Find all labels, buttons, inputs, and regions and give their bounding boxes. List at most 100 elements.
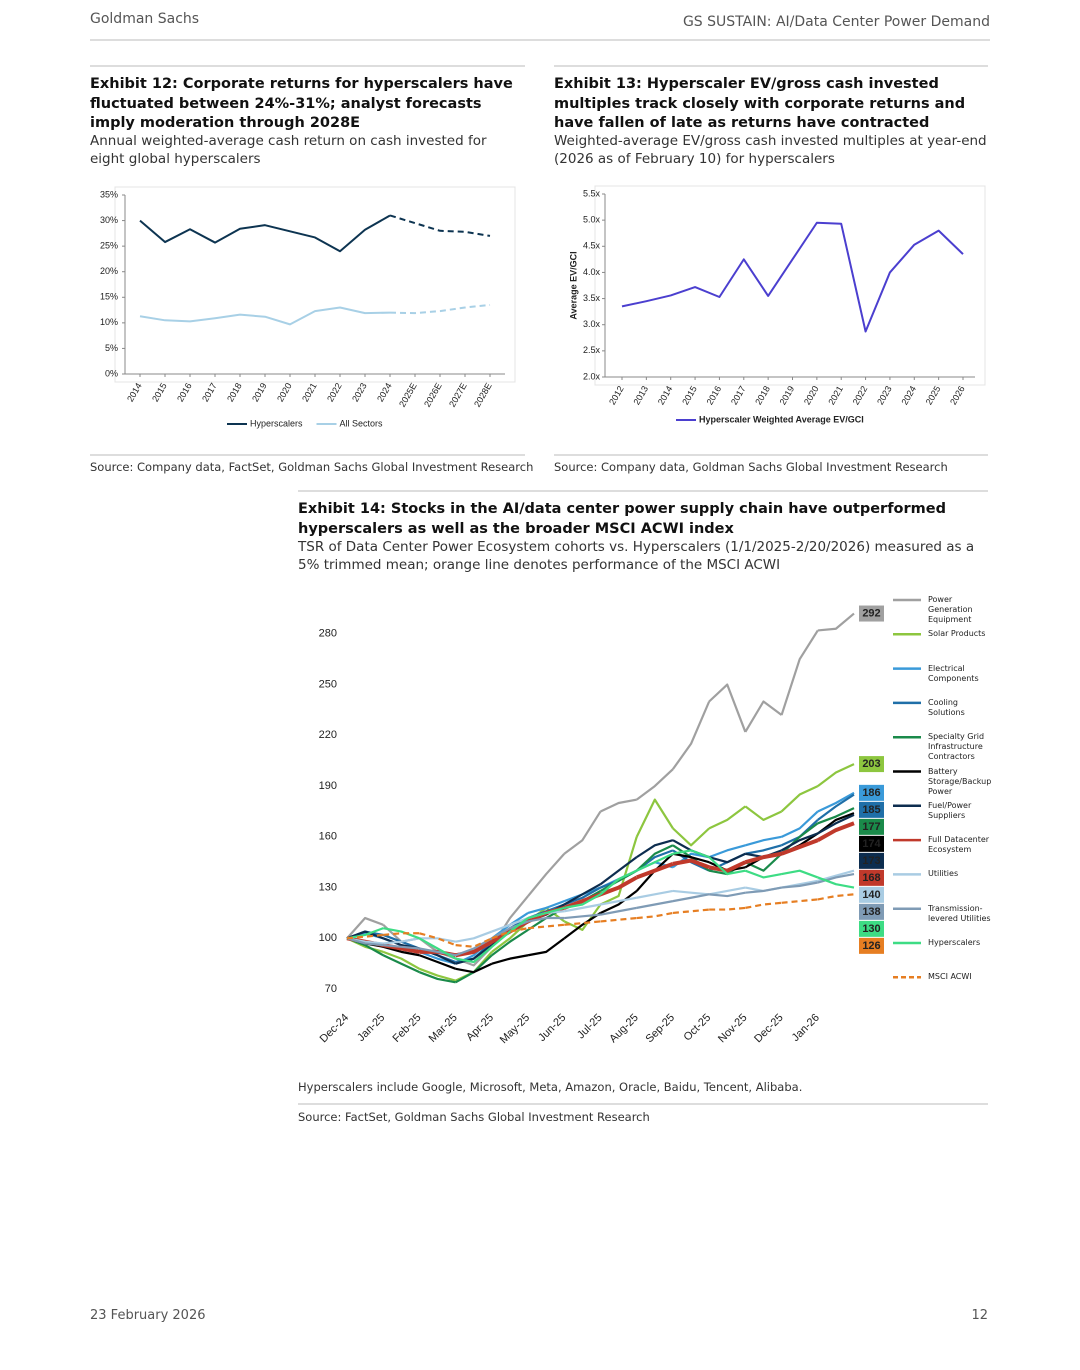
series-line <box>817 813 855 835</box>
y-tick-label: 20% <box>100 266 118 276</box>
series-line <box>708 844 746 859</box>
end-label: 203 <box>862 758 880 770</box>
series-line <box>455 937 493 948</box>
x-tick-label: Oct-25 <box>681 1012 713 1044</box>
x-tick-label: 2020 <box>275 381 294 403</box>
y-tick-label: 4.0x <box>583 267 601 277</box>
x-tick-label: Feb-25 <box>390 1012 423 1045</box>
series-line <box>744 851 782 865</box>
series-line <box>455 945 493 964</box>
series-line <box>709 891 746 898</box>
legend-label: Full Datacenter Ecosystem <box>928 835 990 855</box>
series-line <box>672 852 710 864</box>
y-tick-label: 190 <box>319 780 337 792</box>
plot-frame <box>594 185 986 386</box>
series-line <box>817 612 855 632</box>
x-tick-label: 2021 <box>826 384 845 406</box>
series-line <box>527 900 565 915</box>
x-tick-label: Nov-25 <box>716 1012 750 1046</box>
end-label: 173 <box>862 855 880 867</box>
end-label-box <box>859 801 884 818</box>
series-line <box>621 221 964 333</box>
end-label-box <box>859 818 884 835</box>
subtitle: TSR of Data Center Power Ecosystem cohor… <box>298 539 975 573</box>
y-tick-label: 30% <box>100 215 118 225</box>
end-label: 185 <box>862 804 880 816</box>
x-tick-label: 2017 <box>200 381 219 403</box>
x-tick-label: Jun-25 <box>536 1012 568 1044</box>
series-line <box>600 906 637 916</box>
y-tick-label: 10% <box>100 317 118 327</box>
series-line <box>817 807 855 825</box>
series-line <box>455 930 493 943</box>
series-line <box>383 932 420 937</box>
x-tick-label: 2022 <box>325 381 344 403</box>
series-line <box>563 810 602 855</box>
legend-label: Power Generation Equipment <box>928 595 973 624</box>
series-line <box>708 805 747 830</box>
end-label-box <box>859 937 884 954</box>
series-line <box>527 906 565 920</box>
y-tick-label: 2.0x <box>583 371 601 381</box>
x-tick-label: 2016 <box>175 381 194 403</box>
series-line <box>419 932 457 947</box>
series-line <box>419 971 456 984</box>
series-line <box>817 793 855 821</box>
series-line <box>636 900 674 909</box>
series-line <box>346 937 384 947</box>
series-line <box>781 881 818 889</box>
y-axis-label: Average EV/GCI <box>568 251 578 319</box>
legend-label: All Sectors <box>340 418 384 428</box>
y-tick-label: 25% <box>100 241 118 251</box>
x-tick-label: Aug-25 <box>607 1012 641 1046</box>
end-label: 177 <box>862 821 880 833</box>
x-tick-label: Mar-25 <box>427 1012 460 1045</box>
title: Exhibit 12: Corporate returns for hypers… <box>90 76 513 131</box>
series-line <box>708 856 746 876</box>
series-line <box>780 785 819 813</box>
series-line <box>383 927 420 940</box>
end-label: 130 <box>862 923 880 935</box>
series-line <box>817 876 855 889</box>
series-line <box>419 954 457 970</box>
series-line <box>781 898 818 904</box>
series-line <box>527 923 565 930</box>
y-tick-label: 3.5x <box>583 293 601 303</box>
end-label-box <box>859 869 884 886</box>
series-line <box>672 701 711 770</box>
y-tick-label: 70 <box>325 983 337 995</box>
header-left: Goldman Sachs <box>90 11 200 27</box>
series-line <box>709 906 746 911</box>
series-line <box>563 883 602 906</box>
series-line <box>672 889 710 896</box>
series-line <box>389 303 491 315</box>
series-line <box>708 683 747 733</box>
legend-label: Hyperscalers <box>928 938 981 947</box>
x-tick-label: 2019 <box>778 384 797 406</box>
legend-label: Battery Storage/Backup Power <box>928 766 992 796</box>
series-line <box>817 893 855 901</box>
series-line <box>139 306 391 326</box>
x-tick-label: 2018 <box>753 384 772 406</box>
series-line <box>419 967 456 982</box>
y-tick-label: 130 <box>319 881 337 893</box>
source: Source: Company data, Goldman Sachs Glob… <box>554 460 948 474</box>
series-line <box>564 903 601 913</box>
series-line <box>708 860 747 873</box>
x-tick-label: 2025E <box>397 381 419 409</box>
series-line <box>744 869 782 879</box>
series-line <box>744 805 783 822</box>
end-label: 186 <box>862 787 880 799</box>
x-tick-label: 2023 <box>350 381 369 403</box>
x-tick-label: 2017 <box>729 384 748 406</box>
series-line <box>455 944 493 965</box>
series-line <box>816 821 855 842</box>
end-label-box <box>859 920 884 937</box>
x-tick-label: May-25 <box>498 1012 532 1046</box>
series-line <box>527 937 565 957</box>
series-line <box>491 928 529 957</box>
end-label-box <box>859 852 884 869</box>
y-tick-label: 280 <box>319 628 337 640</box>
x-tick-label: 2027E <box>447 381 469 409</box>
x-tick-label: 2020 <box>802 384 821 406</box>
